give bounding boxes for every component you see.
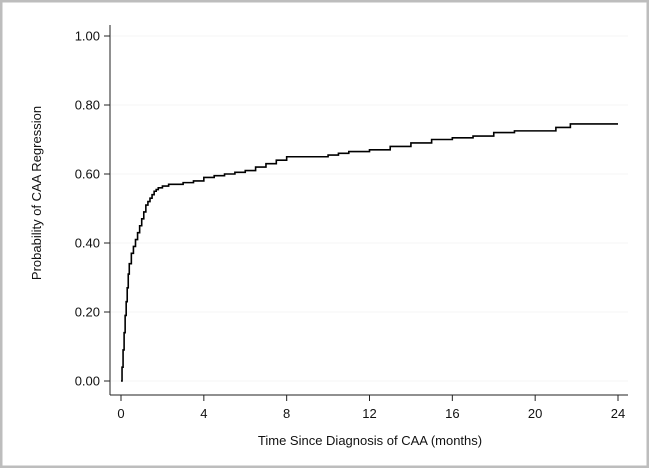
horizontal-gridlines: [111, 35, 628, 382]
x-axis-title: Time Since Diagnosis of CAA (months): [258, 433, 482, 448]
x-tick-label-5: 20: [528, 406, 542, 421]
y-tick-label-5: 1.00: [75, 29, 100, 44]
x-axis-ticks: 0 4 8 12 16 20 24: [117, 395, 625, 421]
x-tick-label-4: 16: [445, 406, 459, 421]
y-tick-label-1: 0.20: [75, 305, 100, 320]
x-tick-label-6: 24: [611, 406, 625, 421]
survival-curve-series: [121, 123, 618, 382]
x-tick-label-1: 4: [200, 406, 207, 421]
y-tick-label-0: 0.00: [75, 374, 100, 389]
series-line-0: [121, 123, 618, 382]
x-tick-label-3: 12: [362, 406, 376, 421]
x-tick-label-0: 0: [117, 406, 124, 421]
x-tick-label-2: 8: [283, 406, 290, 421]
y-tick-label-2: 0.40: [75, 236, 100, 251]
y-tick-label-3: 0.60: [75, 167, 100, 182]
y-axis-title: Probability of CAA Regression: [29, 106, 44, 280]
y-axis-ticks: 0.00 0.20 0.40 0.60 0.80 1.00: [75, 29, 110, 389]
y-tick-label-4: 0.80: [75, 98, 100, 113]
